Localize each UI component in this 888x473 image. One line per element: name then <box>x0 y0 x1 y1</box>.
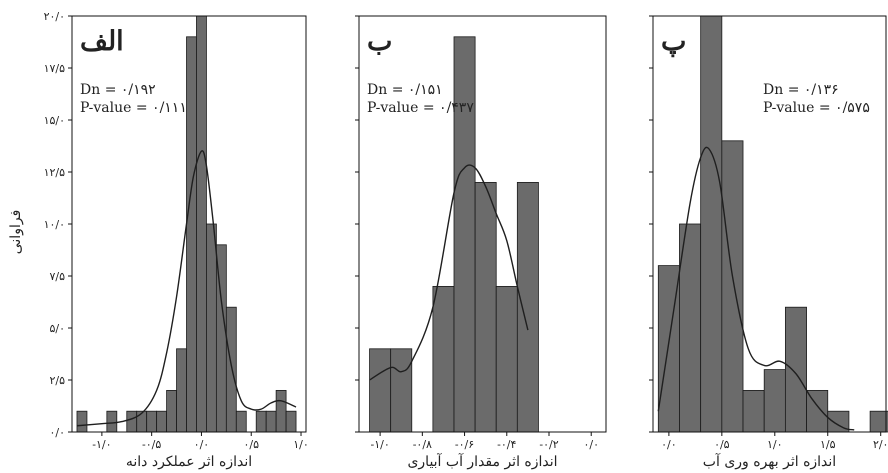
histogram-bar <box>432 285 455 433</box>
histogram-bar <box>106 410 118 433</box>
histogram-bar <box>495 285 518 433</box>
density-curve <box>657 146 855 431</box>
histogram-bar <box>76 410 88 433</box>
p-value-statistic: P-value = ۰/۴۳۷ <box>367 100 474 116</box>
dn-statistic: Dn = ۰/۱۵۱ <box>367 82 443 98</box>
histogram-bar <box>742 389 765 433</box>
histogram-bar <box>474 181 497 433</box>
y-tick-label: ۱۰/۰ <box>44 218 65 231</box>
histogram-bar <box>285 410 297 433</box>
density-curve <box>76 150 297 427</box>
panel-2: ۰/۰ ۰/۵ ۱/۰ ۱/۵ ۲/۰ اندازه اثر بهره وری آب پ Dn… <box>649 15 888 470</box>
histogram-bar <box>721 140 744 433</box>
x-tick-label: -۰/۶ <box>455 438 474 451</box>
histogram-bar <box>136 410 148 433</box>
histogram-bar <box>869 410 888 433</box>
density-curve <box>369 164 529 381</box>
panel-1: -۱/۰ -۰/۸ -۰/۶ -۰/۴ -۰/۲ ۰/۰ اندازه اثر مقدار … <box>355 15 607 470</box>
x-tick-label: ۱/۵ <box>820 438 836 451</box>
x-tick-label: -۱/۰ <box>92 438 111 451</box>
x-tick-label: -۱/۰ <box>370 438 389 451</box>
histogram-bar <box>235 410 247 433</box>
histogram-bar <box>156 410 167 433</box>
histogram-bar <box>275 389 287 433</box>
p-value-statistic: P-value = ۰/۱۱۱ <box>80 100 187 116</box>
x-axis-title: اندازه اثر عملکرد دانه <box>126 454 252 470</box>
panel-0: ۰/۰ ۲/۵ ۵/۰ ۷/۵ ۱۰/۰ ۱۲/۵ ۱۵/۰ ۱۷/۵ ۲۰/۰ -۱/۰ -۰/۵… <box>44 10 309 470</box>
x-tick-label: ۰/۰ <box>583 438 599 451</box>
histogram-bar <box>784 306 807 433</box>
x-axis-title: اندازه اثر بهره وری آب <box>703 452 836 470</box>
y-tick-label: ۷/۵ <box>49 270 65 283</box>
histogram-bar <box>390 348 413 433</box>
y-tick-label: ۲۰/۰ <box>44 10 65 23</box>
x-tick-label: -۰/۲ <box>539 438 558 451</box>
x-tick-label: ۱/۰ <box>293 438 309 451</box>
y-tick-label: ۰/۰ <box>49 426 65 439</box>
histogram-bar <box>679 223 702 433</box>
dn-statistic: Dn = ۰/۱۹۲ <box>80 82 156 98</box>
histogram-bar <box>700 15 723 433</box>
histogram-bar <box>265 410 277 433</box>
dn-statistic: Dn = ۰/۱۳۶ <box>763 82 839 98</box>
x-tick-label: -۰/۵ <box>142 438 161 451</box>
panel-letter: پ <box>661 26 686 57</box>
y-tick-label: ۵/۰ <box>49 322 65 335</box>
histogram-bar <box>763 369 786 433</box>
histogram-bar <box>176 348 187 433</box>
y-axis-title: فراوانی <box>8 210 24 255</box>
x-tick-label: -۰/۴ <box>497 438 516 451</box>
histogram-bar <box>206 223 217 433</box>
x-tick-label: -۰/۸ <box>413 438 432 451</box>
x-tick-label: ۲/۰ <box>873 438 888 451</box>
histogram-bar <box>369 348 392 433</box>
x-axis-title: اندازه اثر مقدار آب آبیاری <box>407 452 557 470</box>
y-tick-label: ۱۲/۵ <box>44 166 66 179</box>
panel-letter: الف <box>80 26 124 57</box>
histogram-bar <box>225 306 237 433</box>
y-tick-label: ۱۵/۰ <box>44 114 65 127</box>
histogram-bar <box>453 36 476 433</box>
x-tick-label: ۰/۵ <box>243 438 259 451</box>
y-tick-label: ۱۷/۵ <box>44 62 66 75</box>
histogram-bar <box>186 36 197 433</box>
x-tick-label: ۱/۰ <box>767 438 783 451</box>
panel-letter: ب <box>367 26 392 57</box>
x-tick-label: ۰/۰ <box>194 438 210 451</box>
panels-group: ۰/۰ ۲/۵ ۵/۰ ۷/۵ ۱۰/۰ ۱۲/۵ ۱۵/۰ ۱۷/۵ ۲۰/۰ -۱/۰ -۰/۵… <box>44 10 888 470</box>
histogram-bar <box>166 389 177 433</box>
p-value-statistic: P-value = ۰/۵۷۵ <box>763 100 870 116</box>
y-tick-label: ۲/۵ <box>49 374 65 387</box>
histogram-bar <box>516 181 539 433</box>
histogram-bar <box>146 410 158 433</box>
histogram-bar <box>255 410 267 433</box>
x-tick-label: ۰/۰ <box>661 438 677 451</box>
x-tick-label: ۰/۵ <box>714 438 730 451</box>
histogram-bar <box>126 410 138 433</box>
histogram-bar <box>196 15 207 433</box>
